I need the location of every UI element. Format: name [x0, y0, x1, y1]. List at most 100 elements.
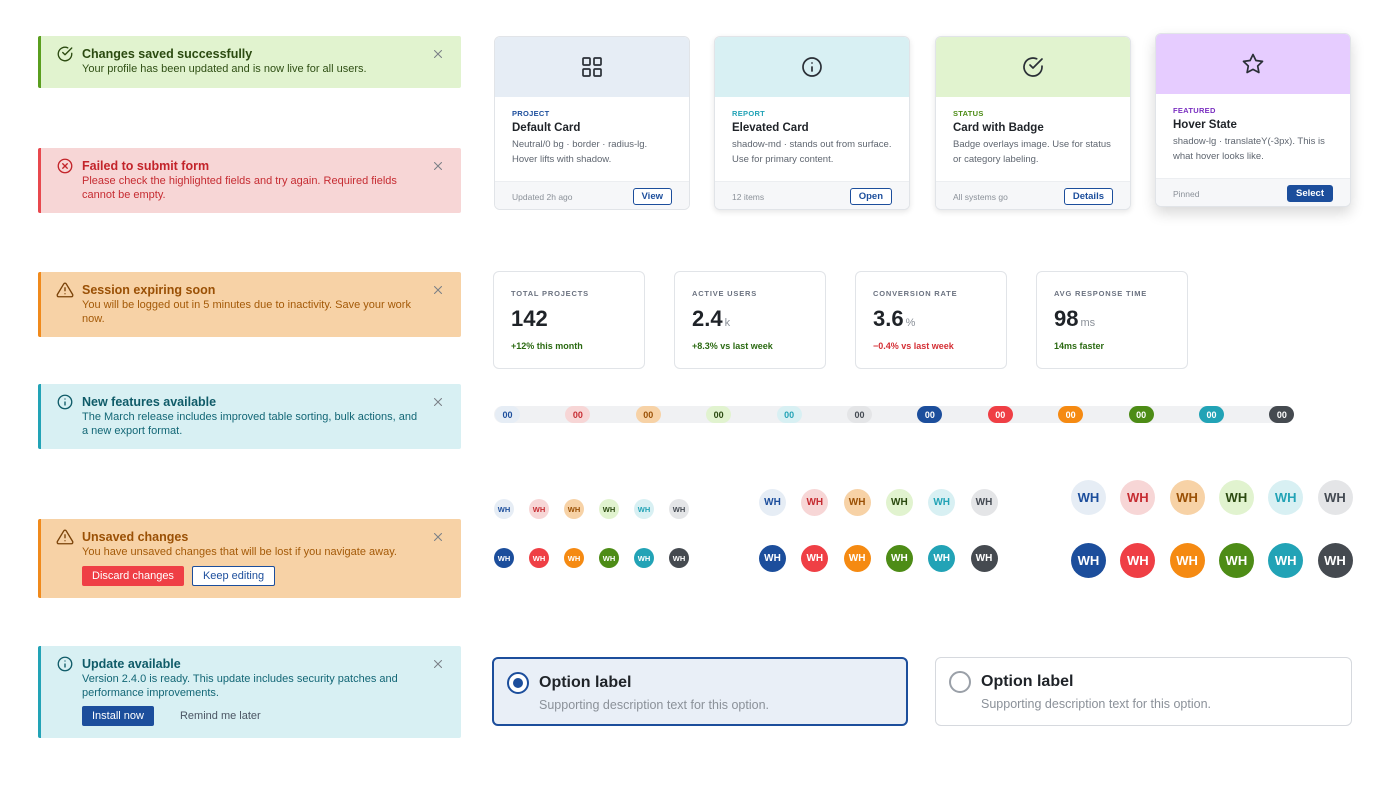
card-kicker: FEATURED: [1173, 106, 1216, 115]
alert-actions: Install now Remind me later: [82, 706, 421, 726]
card-footer: Pinned Select: [1156, 178, 1350, 206]
warning-triangle-icon: [56, 281, 74, 299]
count-badge: 00: [1269, 406, 1295, 423]
stat-unit: k: [724, 317, 731, 329]
card-select-button[interactable]: Select: [1287, 185, 1333, 202]
alert-success: Changes saved successfully Your profile h…: [38, 36, 461, 88]
stat-unit: ms: [1080, 317, 1096, 329]
card-media: [715, 37, 909, 97]
count-badge: 00: [987, 406, 1013, 423]
avatar: WH: [1169, 480, 1205, 515]
close-icon[interactable]: [431, 657, 445, 671]
stat-number: 98: [1054, 306, 1079, 331]
close-icon[interactable]: [431, 159, 445, 173]
avatar: WH: [494, 548, 514, 568]
count-badge: 00: [635, 406, 661, 423]
option-label: Option label: [539, 674, 632, 691]
card-open-button[interactable]: Open: [849, 188, 892, 205]
stat-number: 2.4: [692, 306, 723, 331]
avatar: WH: [759, 545, 786, 572]
card-media: [495, 37, 689, 97]
alert-title: New features available: [82, 395, 217, 409]
avatar: WH: [1268, 480, 1304, 515]
avatar: WH: [634, 548, 654, 568]
card-meta: Pinned: [1173, 188, 1200, 199]
radio-option-selected[interactable]: Option label Supporting description text …: [492, 657, 908, 726]
avatar: WH: [529, 548, 549, 568]
count-badge: 00: [917, 406, 943, 423]
card-view-button[interactable]: View: [632, 188, 672, 205]
stat-card: CONVERSION RATE 3.6% −0.4% vs last week: [855, 271, 1007, 369]
radio-option[interactable]: Option label Supporting description text …: [935, 657, 1352, 726]
count-badge: 00: [565, 406, 591, 423]
card-description: Badge overlays image. Use for status or …: [953, 139, 1111, 165]
avatar: WH: [1071, 480, 1106, 515]
count-badge: 00: [1199, 406, 1224, 423]
avatar: WH: [1169, 543, 1205, 578]
card-footer: 12 items Open: [715, 181, 909, 209]
close-icon[interactable]: [431, 395, 445, 409]
grid-icon: [580, 55, 604, 79]
avatar: WH: [494, 499, 514, 519]
count-badge: 00: [847, 406, 872, 423]
avatar: WH: [885, 545, 913, 572]
card-body: FEATURED Hover State shadow-lg · translate…: [1156, 94, 1350, 178]
stat-number: 142: [511, 306, 548, 331]
avatar: WH: [1268, 543, 1304, 578]
alert-message: You have unsaved changes that will be lo…: [82, 546, 397, 558]
alert-primary-button[interactable]: Discard changes: [82, 565, 184, 586]
avatar: WH: [599, 499, 619, 519]
card-card-with-badge[interactable]: STATUS Card with Badge Badge overlays imag…: [935, 36, 1131, 210]
card-elevated-card[interactable]: REPORT Elevated Card shadow-md · stands ou…: [714, 36, 910, 210]
badge-track: [494, 406, 1294, 423]
avatar: WH: [1218, 480, 1254, 515]
stat-label: ACTIVE USERS: [692, 289, 758, 298]
stat-label: TOTAL PROJECTS: [511, 289, 589, 298]
avatar: WH: [885, 489, 913, 516]
alert-warning: Session expiring soon You will be logged …: [38, 272, 461, 337]
close-icon[interactable]: [431, 47, 445, 61]
radio-checked-icon[interactable]: [507, 672, 529, 694]
info-circle-icon: [56, 655, 74, 673]
card-media: [936, 37, 1130, 97]
stat-unit: %: [905, 317, 916, 329]
card-title: Hover State: [1173, 119, 1237, 131]
star-icon: [1241, 52, 1265, 76]
card-description: shadow-lg · translateY(-3px). This is wh…: [1173, 136, 1325, 162]
alert-secondary-button[interactable]: Keep editing: [191, 565, 276, 586]
alert-message: Your profile has been updated and is now…: [82, 63, 367, 75]
info-icon: [800, 55, 824, 79]
card-media: [1156, 34, 1350, 94]
card-default-card[interactable]: PROJECT Default Card Neutral/0 bg · border…: [494, 36, 690, 210]
avatar: WH: [759, 489, 786, 516]
alert-primary-button[interactable]: Install now: [82, 706, 154, 726]
stat-label: AVG RESPONSE TIME: [1054, 289, 1148, 298]
avatar: WH: [529, 499, 549, 519]
alert-title: Failed to submit form: [82, 159, 210, 173]
card-hover-state[interactable]: FEATURED Hover State shadow-lg · translate…: [1155, 33, 1351, 207]
alert-message: Version 2.4.0 is ready. This update incl…: [82, 673, 398, 699]
avatar: WH: [843, 489, 871, 516]
alert-info: Update available Version 2.4.0 is ready. …: [38, 646, 461, 738]
stat-card: AVG RESPONSE TIME 98 ms 14ms faster: [1036, 271, 1188, 369]
card-footer: Updated 2h ago View: [495, 181, 689, 209]
count-badge: 00: [776, 406, 802, 423]
close-icon[interactable]: [431, 530, 445, 544]
alert-secondary-button[interactable]: Remind me later: [162, 706, 279, 726]
avatar: WH: [928, 545, 956, 572]
avatar: WH: [801, 545, 829, 572]
alert-message: You will be logged out in 5 minutes due …: [82, 299, 411, 325]
avatar: WH: [669, 499, 689, 519]
avatar: WH: [928, 489, 956, 516]
close-icon[interactable]: [431, 283, 445, 297]
option-label: Option label: [981, 673, 1074, 690]
stat-label: CONVERSION RATE: [873, 289, 958, 298]
stat-delta: −0.4% vs last week: [873, 341, 954, 351]
avatar: WH: [669, 548, 689, 568]
avatar: WH: [1120, 543, 1156, 578]
card-details-button[interactable]: Details: [1063, 188, 1113, 205]
warning-triangle-icon: [56, 528, 74, 546]
radio-unchecked-icon[interactable]: [949, 671, 971, 693]
card-description: shadow-md · stands out from surface. Use…: [732, 139, 892, 165]
card-title: Default Card: [512, 122, 581, 134]
